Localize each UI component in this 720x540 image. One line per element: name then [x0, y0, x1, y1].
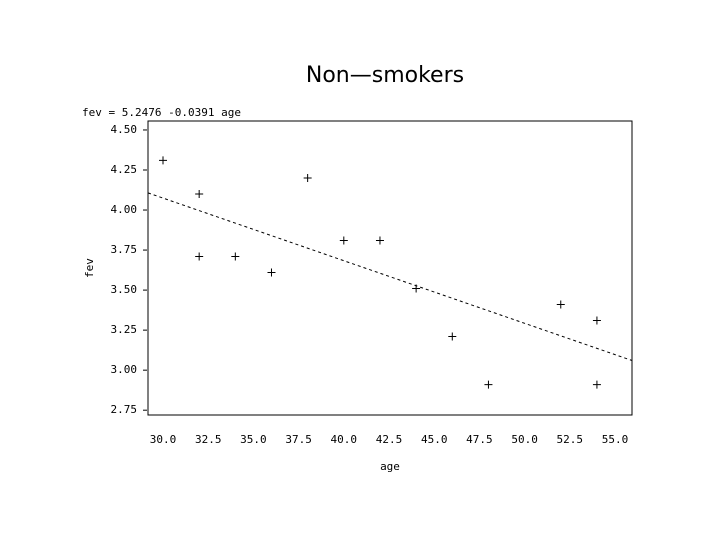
- x-tick-label: 52.5: [557, 433, 584, 446]
- x-tick-label: 45.0: [421, 433, 448, 446]
- point: [267, 268, 276, 277]
- point: [592, 380, 601, 389]
- y-tick-label: 3.75: [111, 243, 138, 256]
- point: [159, 156, 168, 165]
- point: [592, 316, 601, 325]
- y-tick-label: 3.25: [111, 323, 138, 336]
- point: [195, 252, 204, 261]
- y-axis-label: fev: [83, 258, 96, 278]
- y-tick-label: 4.00: [111, 203, 138, 216]
- x-axis-label: age: [380, 460, 400, 473]
- y-tick-label: 3.50: [111, 283, 138, 296]
- y-tick-label: 2.75: [111, 403, 138, 416]
- y-tick-label: 4.50: [111, 123, 138, 136]
- point: [375, 236, 384, 245]
- point: [231, 252, 240, 261]
- x-tick-label: 37.5: [285, 433, 312, 446]
- chart-title: Non—smokers: [306, 63, 464, 88]
- point: [303, 174, 312, 183]
- y-tick-label: 4.25: [111, 163, 138, 176]
- x-tick-label: 30.0: [150, 433, 177, 446]
- x-tick-label: 40.0: [331, 433, 358, 446]
- plot-frame: [147, 120, 633, 416]
- x-tick-label: 42.5: [376, 433, 403, 446]
- x-tick-label: 47.5: [466, 433, 493, 446]
- y-tick-label: 3.00: [111, 363, 138, 376]
- point: [339, 236, 348, 245]
- x-tick-label: 50.0: [511, 433, 538, 446]
- x-tick-label: 32.5: [195, 433, 222, 446]
- point: [448, 332, 457, 341]
- point: [556, 300, 565, 309]
- equation: fev = 5.2476 -0.0391 age: [82, 106, 241, 119]
- x-tick-label: 55.0: [602, 433, 629, 446]
- x-tick-label: 35.0: [240, 433, 267, 446]
- point: [195, 190, 204, 199]
- regression-line: [147, 192, 633, 361]
- point: [484, 380, 493, 389]
